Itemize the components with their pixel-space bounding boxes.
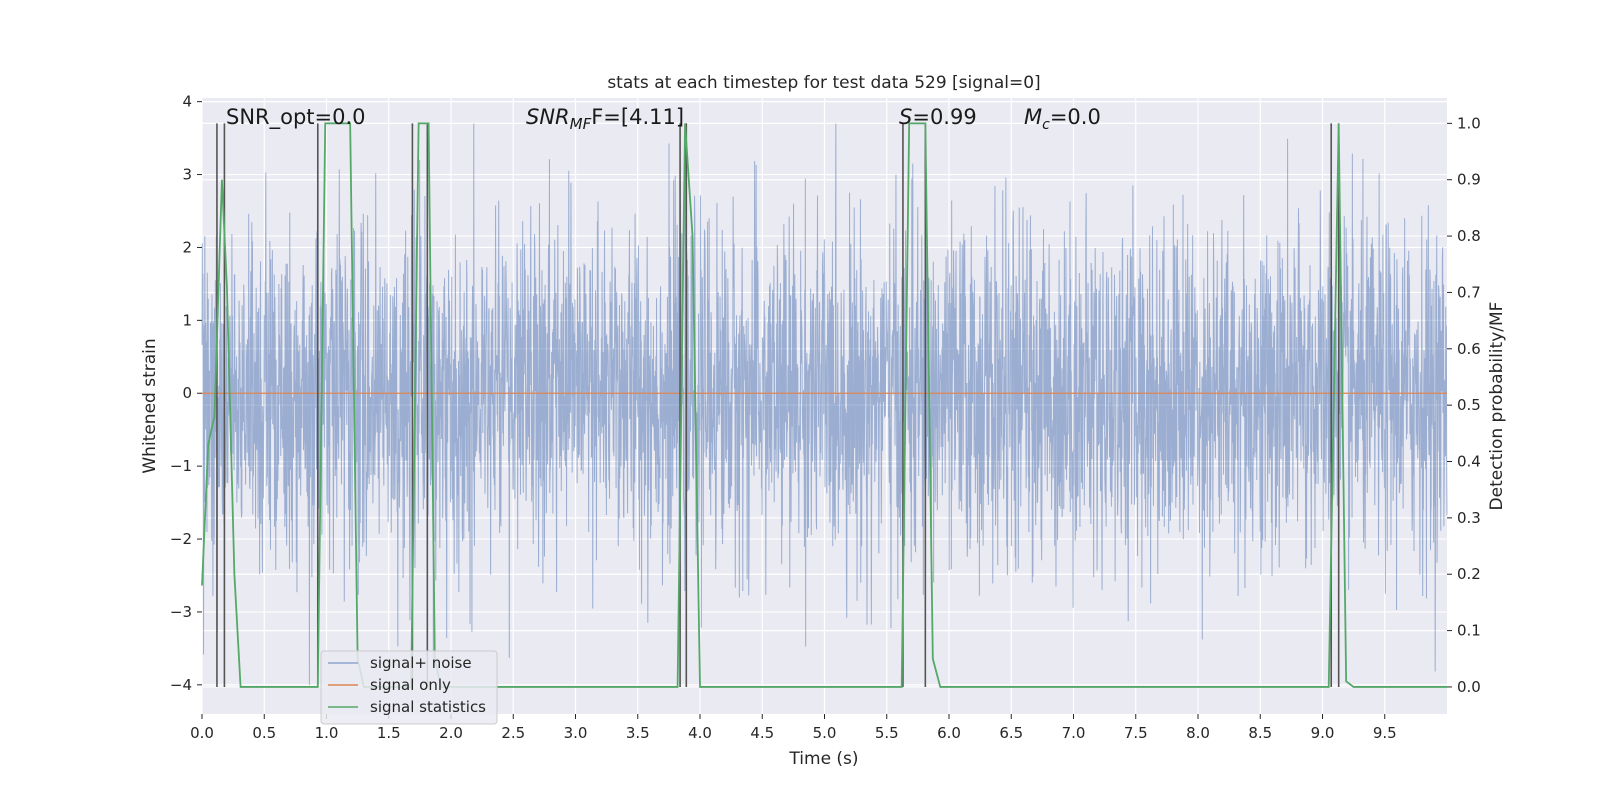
y-axis-ticks: −4 −3 −2 −1 0 1 2 3 4: [170, 93, 202, 694]
mc-annotation: Mc=0.0: [1024, 105, 1101, 133]
right-tick-label: 0.3: [1457, 509, 1481, 527]
legend: signal+ noise signal only signal statist…: [320, 650, 498, 725]
right-tick-label: 0.5: [1457, 396, 1481, 414]
x-tick-label: 4.5: [750, 724, 774, 742]
x-tick-label: 6.5: [999, 724, 1023, 742]
y-tick-label: −4: [170, 676, 192, 694]
snr-mf-subscript: MF: [570, 115, 592, 133]
y-tick-label: −2: [170, 530, 192, 548]
y-tick-label: 3: [182, 166, 192, 184]
chart-title: stats at each timestep for test data 529…: [607, 73, 1040, 93]
right-tick-label: 0.8: [1457, 227, 1481, 245]
right-tick-label: 0.7: [1457, 283, 1481, 301]
y-tick-label: −1: [170, 457, 192, 475]
x-tick-label: 5.0: [813, 724, 837, 742]
noise-series: [201, 123, 1448, 685]
y-tick-label: 2: [182, 238, 192, 256]
x-tick-label: 1.0: [315, 724, 339, 742]
right-tick-label: 0.9: [1457, 171, 1481, 189]
right-tick-label: 0.2: [1457, 565, 1481, 583]
snr-opt-annotation: SNR_opt=0.0: [226, 105, 366, 130]
s-value: =0.99: [912, 105, 976, 129]
right-axis-ticks: 0.0 0.1 0.2 0.3 0.4 0.5 0.6 0.7 0.8 0.9 1.0: [1447, 114, 1481, 696]
legend-box: [320, 650, 498, 725]
legend-label-signal: signal only: [370, 676, 451, 694]
right-tick-label: 0.4: [1457, 453, 1481, 471]
x-tick-label: 9.5: [1373, 724, 1397, 742]
noise-line: [201, 123, 1448, 685]
legend-label-stats: signal statistics: [370, 698, 486, 716]
s-annotation: S=0.99: [899, 105, 977, 129]
y-tick-label: 1: [182, 311, 192, 329]
right-tick-label: 0.0: [1457, 678, 1481, 696]
x-tick-label: 2.0: [439, 724, 463, 742]
x-tick-label: 8.0: [1186, 724, 1210, 742]
right-axis-label: Detection probability/MF: [1487, 302, 1507, 511]
x-tick-label: 3.5: [626, 724, 650, 742]
x-tick-label: 7.0: [1062, 724, 1086, 742]
x-axis-ticks: 0.0 0.5 1.0 1.5 2.0 2.5 3.0 3.5 4.0 4.5 5.0 5.5 6.0 6…: [190, 714, 1397, 742]
x-tick-label: 8.5: [1248, 724, 1272, 742]
snr-mf-symbol: SNR: [526, 105, 570, 129]
mc-value: =0.0: [1050, 105, 1101, 129]
x-axis-label: Time (s): [788, 749, 858, 769]
mc-subscript: c: [1042, 117, 1050, 133]
x-tick-label: 4.0: [688, 724, 712, 742]
s-symbol: S: [899, 105, 912, 129]
x-tick-label: 9.0: [1311, 724, 1335, 742]
x-tick-label: 5.5: [875, 724, 899, 742]
snr-mf-value: F=[4.11]: [591, 105, 684, 129]
y-axis-label: Whitened strain: [140, 338, 160, 473]
legend-label-noise: signal+ noise: [370, 654, 472, 672]
mc-symbol: M: [1024, 105, 1042, 129]
x-tick-label: 2.5: [501, 724, 525, 742]
right-tick-label: 1.0: [1457, 114, 1481, 132]
y-tick-label: 0: [182, 384, 192, 402]
y-tick-label: −3: [170, 603, 192, 621]
x-tick-label: 6.0: [937, 724, 961, 742]
x-tick-label: 3.0: [564, 724, 588, 742]
x-tick-label: 7.5: [1124, 724, 1148, 742]
x-tick-label: 0.0: [190, 724, 214, 742]
x-tick-label: 1.5: [377, 724, 401, 742]
x-tick-label: 0.5: [252, 724, 276, 742]
y-tick-label: 4: [182, 93, 192, 111]
snr-mf-annotation: SNRMFF=[4.11]: [526, 105, 684, 133]
right-tick-label: 0.1: [1457, 622, 1481, 640]
right-tick-label: 0.6: [1457, 340, 1481, 358]
